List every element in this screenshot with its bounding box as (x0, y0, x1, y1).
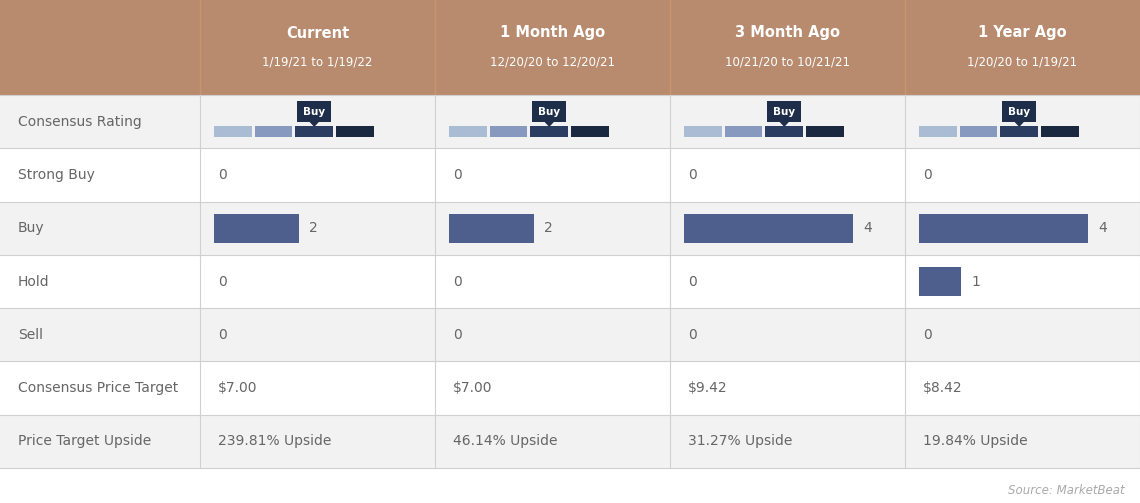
Text: 19.84% Upside: 19.84% Upside (923, 435, 1027, 448)
Text: 4: 4 (863, 221, 872, 235)
Bar (0, 202, 1140, 255)
Text: 4: 4 (1098, 221, 1107, 235)
Text: 0: 0 (923, 328, 931, 342)
Bar (0, 95, 1140, 148)
Text: 1 Year Ago: 1 Year Ago (978, 26, 1067, 41)
Text: 0: 0 (689, 328, 697, 342)
Bar (1002, 102, 1036, 122)
Bar (530, 126, 568, 136)
Text: 2: 2 (309, 221, 317, 235)
Bar (806, 126, 844, 136)
Text: Buy: Buy (303, 107, 325, 117)
Text: 3 Month Ago: 3 Month Ago (735, 26, 840, 41)
Bar (919, 214, 1089, 243)
Bar (571, 126, 609, 136)
Bar (449, 126, 487, 136)
Bar (532, 102, 567, 122)
Polygon shape (310, 122, 318, 126)
Bar (0, 255, 1140, 308)
Text: $9.42: $9.42 (689, 381, 727, 395)
Bar (0, 308, 1140, 362)
Bar (1041, 126, 1078, 136)
Text: Consensus Rating: Consensus Rating (18, 115, 141, 129)
Bar (919, 126, 956, 136)
Text: 10/21/20 to 10/21/21: 10/21/20 to 10/21/21 (725, 55, 850, 68)
Text: 1/19/21 to 1/19/22: 1/19/21 to 1/19/22 (262, 55, 373, 68)
Text: 0: 0 (453, 168, 462, 182)
Text: Buy: Buy (1008, 107, 1031, 117)
Text: $7.00: $7.00 (453, 381, 492, 395)
Bar (214, 126, 252, 136)
Text: $8.42: $8.42 (923, 381, 962, 395)
Text: Current: Current (286, 26, 349, 41)
Bar (214, 214, 299, 243)
Bar (0, 362, 1140, 414)
Text: $7.00: $7.00 (218, 381, 258, 395)
Bar (765, 126, 803, 136)
Text: Source: MarketBeat: Source: MarketBeat (1009, 484, 1125, 497)
Bar (725, 126, 763, 136)
Text: Price Target Upside: Price Target Upside (18, 435, 152, 448)
Text: 12/20/20 to 12/20/21: 12/20/20 to 12/20/21 (490, 55, 614, 68)
Bar (0, 148, 1140, 202)
Polygon shape (545, 122, 553, 126)
Text: 239.81% Upside: 239.81% Upside (218, 435, 332, 448)
Text: Hold: Hold (18, 275, 50, 289)
Bar (960, 126, 998, 136)
Text: 0: 0 (453, 275, 462, 289)
Polygon shape (1016, 122, 1024, 126)
Polygon shape (780, 122, 788, 126)
Text: 0: 0 (453, 328, 462, 342)
Text: 0: 0 (218, 275, 227, 289)
Bar (684, 214, 853, 243)
Bar (298, 102, 332, 122)
Bar (684, 126, 722, 136)
Text: 1 Month Ago: 1 Month Ago (500, 26, 605, 41)
Text: Buy: Buy (538, 107, 561, 117)
Bar (449, 214, 534, 243)
Bar (919, 267, 961, 296)
Text: 1: 1 (971, 275, 980, 289)
Text: 0: 0 (689, 275, 697, 289)
Text: Buy: Buy (773, 107, 796, 117)
Bar (0, 0, 1140, 95)
Text: 0: 0 (923, 168, 931, 182)
Bar (254, 126, 292, 136)
Bar (336, 126, 374, 136)
Bar (767, 102, 801, 122)
Text: Consensus Price Target: Consensus Price Target (18, 381, 178, 395)
Text: 1/20/20 to 1/19/21: 1/20/20 to 1/19/21 (968, 55, 1077, 68)
Bar (1001, 126, 1039, 136)
Bar (490, 126, 528, 136)
Text: 31.27% Upside: 31.27% Upside (689, 435, 792, 448)
Text: 0: 0 (689, 168, 697, 182)
Text: Buy: Buy (18, 221, 44, 235)
Bar (0, 414, 1140, 468)
Text: 2: 2 (544, 221, 553, 235)
Bar (295, 126, 333, 136)
Text: 0: 0 (218, 168, 227, 182)
Text: 0: 0 (218, 328, 227, 342)
Text: 46.14% Upside: 46.14% Upside (453, 435, 557, 448)
Text: Strong Buy: Strong Buy (18, 168, 95, 182)
Text: Sell: Sell (18, 328, 43, 342)
